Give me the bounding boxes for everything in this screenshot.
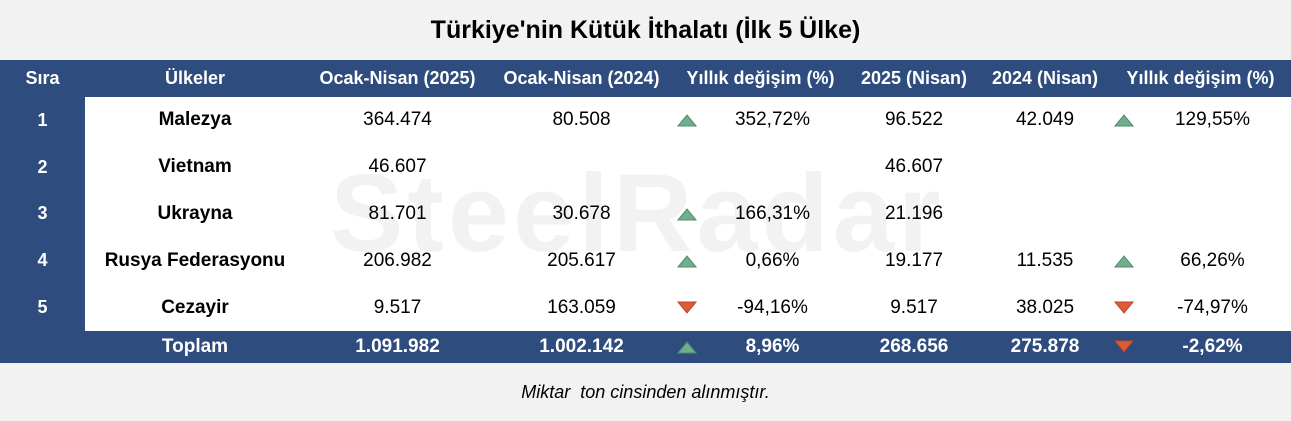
value-cell: 11.535 (1016, 249, 1074, 271)
value-cell: 163.059 (547, 296, 616, 318)
arrow-down (1114, 301, 1134, 314)
value-cell: 19.177 (884, 249, 944, 271)
arrow-up (677, 208, 697, 221)
watermark: SteelRadar (330, 152, 945, 275)
value-cell: 9.517 (373, 296, 422, 318)
value-cell: 352,72% (734, 109, 810, 131)
country: Vietnam (158, 156, 232, 178)
table-body (85, 97, 1110, 331)
rank: 1 (37, 109, 48, 130)
rank-column (0, 97, 85, 331)
total-cell: 268.656 (879, 336, 949, 357)
country: Ukrayna (157, 202, 233, 224)
arrow-down (1114, 340, 1134, 353)
total-cell: -2,62% (1182, 336, 1243, 357)
value-cell: 364.474 (363, 109, 432, 131)
value-cell: 38.025 (1015, 296, 1075, 318)
value-cell: 166,31% (734, 202, 810, 224)
total-cell: 1.091.982 (355, 336, 440, 357)
total-cell: 8,96% (745, 336, 800, 357)
table-body (1110, 97, 1291, 331)
value-cell: 129,55% (1174, 109, 1250, 131)
rank: 5 (37, 297, 48, 318)
column-header: Ocak-Nisan (2024) (503, 68, 660, 88)
column-header: 2024 (Nisan) (991, 68, 1099, 88)
value-cell: 0,66% (745, 249, 800, 271)
column-header: Ocak-Nisan (2025) (319, 68, 476, 88)
value-cell: 42.049 (1015, 109, 1075, 131)
total-cell: 275.878 (1010, 336, 1080, 357)
country: Cezayir (161, 296, 229, 318)
value-cell: 96.522 (884, 109, 944, 131)
column-header: Sıra (25, 68, 60, 88)
column-header: Ülkeler (164, 68, 226, 88)
value-cell: 9.517 (890, 296, 938, 318)
total-cell: 1.002.142 (539, 336, 624, 357)
arrow-up (1114, 114, 1134, 127)
value-cell: 46.607 (368, 156, 427, 178)
column-header: Yıllık değişim (%) (686, 68, 835, 88)
value-cell: 205.617 (547, 249, 616, 271)
value-cell: 80.508 (552, 109, 611, 131)
value-cell: 30.678 (552, 202, 611, 224)
value-cell: -94,16% (737, 296, 808, 318)
footer-note: Miktar ton cinsinden alınmıştır. (521, 381, 770, 402)
rank: 4 (37, 250, 48, 271)
arrow-up (677, 114, 697, 127)
header-bar (0, 60, 1291, 97)
arrow-up (677, 255, 697, 268)
column-header: Yıllık değişim (%) (1126, 68, 1275, 88)
value-cell: 81.701 (368, 202, 427, 224)
title: Türkiye'nin Kütük İthalatı (İlk 5 Ülke) (430, 15, 861, 44)
value-cell: 46.607 (884, 156, 944, 178)
rank: 2 (37, 156, 48, 177)
value-cell: 206.982 (363, 249, 432, 271)
total-bar (0, 331, 1291, 363)
value-cell: 21.196 (884, 202, 944, 224)
arrow-up (1114, 255, 1134, 268)
arrow-up (677, 341, 697, 354)
country: Rusya Federasyonu (104, 249, 286, 271)
arrow-down (677, 301, 697, 314)
value-cell: 66,26% (1180, 249, 1245, 271)
value-cell: -74,97% (1177, 296, 1248, 318)
total-cell: Toplam (161, 336, 229, 357)
country: Malezya (158, 109, 232, 131)
rank: 3 (37, 203, 48, 224)
column-header: 2025 (Nisan) (860, 68, 968, 88)
